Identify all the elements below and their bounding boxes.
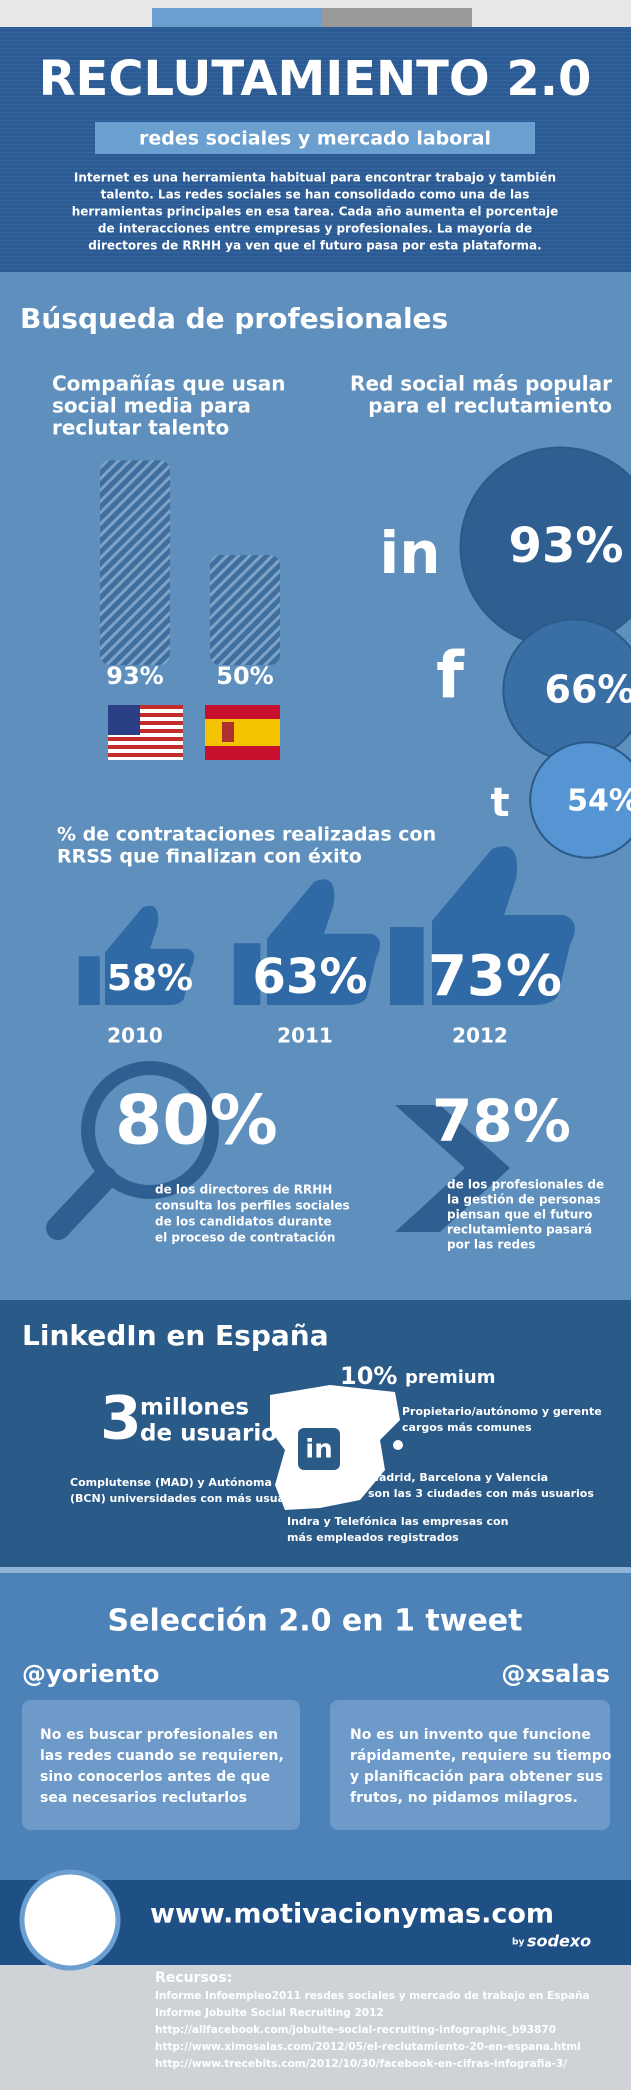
tweet-text: frutos, no pidamos milagros.: [350, 1790, 578, 1806]
chart-title: Red social más popular: [350, 372, 612, 396]
chart-title: para el reclutamiento: [368, 394, 612, 418]
network-label: 66%: [545, 668, 631, 712]
stat-text: piensan que el futuro: [447, 1208, 592, 1222]
handle: @yoriento: [22, 1660, 160, 1688]
note: Madrid, Barcelona y Valencia: [368, 1471, 548, 1484]
section-bg: [0, 272, 631, 1300]
network-label: 54%: [567, 784, 631, 819]
network-circle: [529, 741, 631, 859]
arrow: [395, 1105, 510, 1232]
tweet-text: las redes cuando se requieren,: [40, 1748, 284, 1764]
resource: Informe Jobuite Social Recruiting 2012: [155, 2007, 384, 2019]
top-tab: [152, 8, 322, 27]
linkedin-logo-bg: [298, 1428, 340, 1470]
resources-title: Recursos:: [155, 1970, 232, 1986]
tweet-box: [330, 1700, 610, 1830]
section-heading: Selección 2.0 en 1 tweet: [108, 1604, 523, 1639]
tweet-text: rápidamente, requiere su tiempo: [350, 1748, 612, 1764]
percent-label: 63%: [253, 949, 368, 1005]
intro: de interacciones entre empresas y profes…: [98, 222, 532, 236]
tweet-text: y planificación para obtener sus: [350, 1769, 603, 1785]
premium-text: premium: [405, 1367, 495, 1388]
stat-number: 80%: [115, 1082, 278, 1161]
tweet-text: sino conocerlos antes de que: [40, 1769, 270, 1785]
year-label: 2010: [107, 1024, 163, 1048]
bar-label: 50%: [216, 662, 273, 690]
tweet-box: [22, 1700, 300, 1830]
network-label: 93%: [509, 518, 624, 574]
stat-text: consulta los perfiles sociales: [155, 1199, 350, 1213]
by: by: [512, 1938, 524, 1948]
stat-text: de los directores de RRHH: [155, 1183, 332, 1197]
intro: herramientas principales en esa tarea. C…: [72, 205, 559, 219]
intro: directores de RRHH ya ven que el futuro …: [88, 239, 541, 253]
url: www.motivacionymas.com: [150, 1899, 554, 1930]
users-number: 3: [100, 1384, 142, 1454]
top-tab: [322, 8, 472, 27]
chart-title: RRSS que finalizan con éxito: [57, 846, 362, 868]
tweet-text: No es buscar profesionales en: [40, 1727, 278, 1743]
magnifier: [46, 1061, 219, 1240]
note: cargos más comunes: [402, 1421, 532, 1434]
users-text: millones: [140, 1395, 249, 1421]
intro: talento. Las redes sociales se han conso…: [101, 188, 530, 202]
stat-text: de los candidatos durante: [155, 1215, 332, 1229]
note: Complutense (MAD) y Autónoma: [70, 1476, 272, 1489]
resource: http://www.trecebits.com/2012/10/30/face…: [155, 2058, 567, 2070]
spain-flag: [205, 705, 280, 760]
chart-title: reclutar talento: [52, 416, 229, 440]
island: [393, 1440, 403, 1450]
logo-circle: [19, 1869, 121, 1971]
tweet-text: No es un invento que funcione: [350, 1727, 591, 1743]
stat-text: el proceso de contratación: [155, 1231, 335, 1245]
us-flag: [108, 705, 183, 760]
note: Propietario/autónomo y gerente: [402, 1405, 602, 1418]
section-heading: Búsqueda de profesionales: [20, 302, 448, 335]
note: (BCN) universidades con más usuarios: [70, 1492, 309, 1505]
bar-label: 93%: [106, 662, 163, 690]
intro: Internet es una herramienta habitual par…: [74, 171, 556, 185]
linkedin-logo: in: [305, 1435, 332, 1465]
bar: [210, 555, 280, 665]
stat-number: 78%: [432, 1087, 571, 1155]
chart-title: social media para: [52, 394, 251, 418]
brand: sodexo: [527, 1932, 591, 1951]
year-label: 2011: [277, 1024, 333, 1048]
chart-title: % de contrataciones realizadas con: [57, 824, 436, 846]
network-icon: f: [436, 640, 465, 714]
users-text: de usuarios: [140, 1421, 291, 1447]
thumb-icon: [78, 905, 195, 1005]
stat-text: la gestión de personas: [447, 1193, 601, 1207]
bar: [100, 460, 170, 665]
thumb-icon: [233, 879, 381, 1005]
resource: Informe Infoempleo2011 resdes sociales y…: [155, 1990, 590, 2002]
network-icon: in: [379, 519, 440, 587]
percent-label: 73%: [428, 944, 562, 1009]
chart-title: Compañías que usan: [52, 372, 286, 396]
note: más empleados registrados: [287, 1531, 459, 1544]
percent-label: 58%: [107, 958, 193, 999]
resource: http://www.ximosalas.com/2012/05/el-recl…: [155, 2041, 581, 2053]
stat-text: de los profesionales de: [447, 1178, 604, 1192]
divider: [0, 1567, 631, 1573]
subtitle: redes sociales y mercado laboral: [139, 128, 491, 150]
handle: @xsalas: [501, 1660, 610, 1688]
section-heading: LinkedIn en España: [22, 1319, 329, 1352]
stat-text: por las redes: [447, 1238, 535, 1252]
subtitle-band: [95, 122, 535, 154]
thumb-icon: [390, 846, 575, 1005]
stat-text: reclutamiento pasará: [447, 1223, 592, 1237]
premium-number: 10%: [340, 1362, 397, 1390]
title: RECLUTAMIENTO 2.0: [39, 51, 592, 107]
tweet-text: sea necesarios reclutarlos: [40, 1790, 247, 1806]
network-icon: t: [490, 780, 509, 826]
note: Indra y Telefónica las empresas con: [287, 1515, 508, 1528]
logo-letter: m: [37, 1875, 104, 1949]
year-label: 2012: [452, 1024, 508, 1048]
note: son las 3 ciudades con más usuarios: [368, 1487, 594, 1500]
resource: http://allfacebook.com/jobuite-social-re…: [155, 2024, 556, 2036]
resources-bg: [0, 1965, 631, 2090]
